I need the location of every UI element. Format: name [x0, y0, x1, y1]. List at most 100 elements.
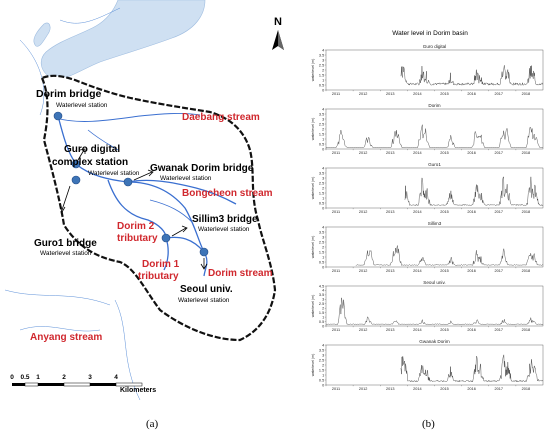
x-tick-label: 2017 [495, 151, 503, 155]
y-tick-label: 4.5 [319, 284, 324, 288]
series-line [355, 245, 544, 266]
y-tick-label: 2.5 [319, 122, 324, 126]
dorim1-tributary-label-2: tributary [138, 271, 179, 282]
y-tick-label: 0.5 [319, 378, 324, 382]
x-tick-label: 2012 [359, 269, 367, 273]
x-tick-label: 2011 [332, 151, 340, 155]
y-axis-label: waterlevel (m) [311, 295, 315, 318]
x-tick-label: 2018 [522, 92, 530, 96]
x-tick-label: 2013 [386, 210, 394, 214]
scale-tick-1: 1 [36, 374, 40, 381]
y-tick-label: 3 [322, 298, 324, 302]
y-tick-label: 1 [322, 78, 324, 82]
scale-bar: 0 0.5 1 2 3 4 Kilometers [10, 374, 156, 394]
anyang-stream-label: Anyang stream [30, 332, 102, 343]
y-tick-label: 2.5 [319, 63, 324, 67]
y-tick-label: 4 [322, 166, 324, 170]
x-tick-label: 2016 [467, 387, 475, 391]
y-axis-label: waterlevel (m) [311, 177, 315, 200]
x-tick-label: 2016 [467, 269, 475, 273]
x-tick-label: 2015 [440, 151, 448, 155]
y-tick-label: 0 [322, 88, 324, 92]
x-tick-label: 2013 [386, 269, 394, 273]
scale-unit: Kilometers [120, 387, 156, 394]
x-tick-label: 2015 [440, 92, 448, 96]
x-tick-label: 2017 [495, 92, 503, 96]
plot-frame [325, 344, 544, 386]
y-tick-label: 3 [322, 58, 324, 62]
y-tick-label: 1.5 [319, 73, 324, 77]
chart-title: Water level in Dorim basin [392, 30, 468, 37]
subplot-sillim3: Sillim3 00.511.522.533.54 2011 2012 2013 2014… [311, 221, 544, 273]
y-tick-label: 2.5 [319, 240, 324, 244]
x-tick-label: 2011 [332, 92, 340, 96]
y-tick-label: 3.5 [319, 348, 324, 352]
scale-tick-05: 0.5 [20, 374, 29, 381]
y-tick-label: 1 [322, 373, 324, 377]
x-tick-label: 2012 [359, 387, 367, 391]
y-tick-label: 1.5 [319, 191, 324, 195]
x-tick-label: 2014 [413, 328, 421, 332]
y-tick-label: 2 [322, 127, 324, 131]
y-tick-label: 1.5 [319, 311, 324, 315]
outer-streams [4, 7, 141, 401]
x-tick-label: 2011 [332, 387, 340, 391]
panel-label-b: (b) [422, 418, 435, 430]
x-tick-label: 2014 [413, 269, 421, 273]
x-tick-label: 2014 [413, 210, 421, 214]
y-tick-label: 0.5 [319, 83, 324, 87]
x-tick-label: 2014 [413, 151, 421, 155]
x-tick-label: 2015 [440, 269, 448, 273]
y-tick-label: 1.5 [319, 368, 324, 372]
x-tick-label: 2011 [332, 328, 340, 332]
y-tick-label: 3 [322, 176, 324, 180]
x-tick-label: 2018 [522, 328, 530, 332]
series-line [404, 176, 544, 206]
x-tick-label: 2011 [332, 269, 340, 273]
y-axis-label: waterlevel (m) [311, 236, 315, 259]
y-tick-label: 0 [322, 324, 324, 328]
sillim3-type: Waterlevel station [198, 226, 250, 233]
gwanak-dorim-label: Gwanak Dorim bridge [150, 163, 254, 174]
han-river [40, 0, 206, 80]
seoul-univ-type: Waterlevel station [178, 297, 230, 304]
basin-map: Dorim bridge Waterlevel station Guro dig… [4, 0, 284, 401]
y-tick-label: 3.5 [319, 230, 324, 234]
y-tick-label: 0.5 [319, 201, 324, 205]
series-line [400, 65, 544, 86]
y-tick-label: 1 [322, 315, 324, 319]
y-tick-label: 2.5 [319, 302, 324, 306]
scale-tick-3: 3 [88, 374, 92, 381]
subplot-guro1: Guro1 00.511.522.533.54 2011 2012 2013 2014 20… [311, 162, 544, 214]
daebang-stream-line [55, 113, 201, 122]
x-tick-label: 2014 [413, 92, 421, 96]
scale-tick-0: 0 [10, 374, 14, 381]
y-tick-label: 4 [322, 343, 324, 347]
y-tick-label: 4 [322, 48, 324, 52]
dorim-bridge-type: Waterlevel station [56, 102, 108, 109]
guro-digital-marker [71, 159, 81, 169]
subplot-title: Gwanak Dorim [419, 339, 450, 344]
x-tick-label: 2012 [359, 151, 367, 155]
y-tick-label: 3.5 [319, 53, 324, 57]
water-level-charts: Water level in Dorim basin Guro digital 0… [311, 30, 544, 391]
plot-frame [325, 285, 544, 327]
y-tick-label: 1 [322, 196, 324, 200]
y-tick-label: 3 [322, 235, 324, 239]
guro1-type: Waterlevel station [40, 250, 92, 257]
subplot-title: Guro1 [428, 162, 441, 167]
y-tick-label: 0.5 [319, 142, 324, 146]
dorim1-tributary-label-1: Dorim 1 [142, 259, 180, 270]
panel-label-a: (a) [146, 418, 159, 430]
y-tick-label: 0 [322, 206, 324, 210]
y-tick-label: 0.5 [319, 320, 324, 324]
y-axis-label: waterlevel (m) [311, 354, 315, 377]
dorim-bridge-marker [53, 111, 63, 121]
x-tick-label: 2015 [440, 210, 448, 214]
y-tick-label: 1.5 [319, 132, 324, 136]
y-tick-label: 2 [322, 363, 324, 367]
x-tick-label: 2018 [522, 151, 530, 155]
subplot-gwanak-dorim: Gwanak Dorim 00.511.522.533.54 2011 2012 201… [311, 339, 544, 391]
subplot-title: Dorim [428, 103, 440, 108]
bongcheon-stream-line [127, 179, 237, 205]
